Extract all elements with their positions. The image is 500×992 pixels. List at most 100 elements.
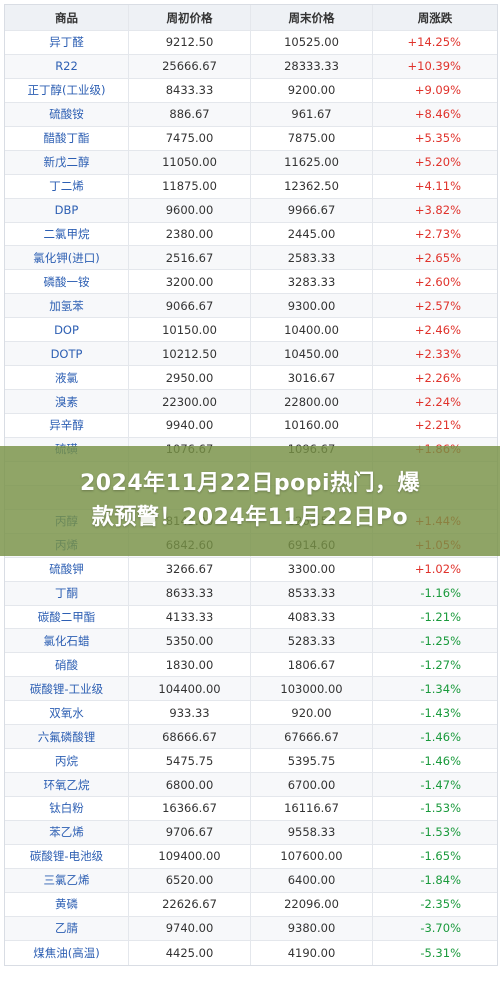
table-row: 硫酸钾 3266.67 3300.00 +1.02%: [5, 557, 497, 582]
week-end-price: 9966.67: [251, 198, 373, 222]
product-name: 氯化钾(进口): [5, 246, 129, 270]
week-end-price: 6400.00: [251, 868, 373, 892]
week-start-price: 9212.50: [129, 31, 251, 54]
headline-line-2: 款预警！2024年11月22日Po: [91, 505, 409, 530]
week-end-price: 7875.00: [251, 126, 373, 150]
table-row: 丙烷 5475.75 5395.75 -1.46%: [5, 749, 497, 774]
week-start-price: 109400.00: [129, 844, 251, 868]
week-end-price: 10525.00: [251, 31, 373, 54]
weekly-change: -1.27%: [420, 657, 461, 672]
table-row: 乙腈 9740.00 9380.00 -3.70%: [5, 916, 497, 941]
table-row: 碳酸二甲酯 4133.33 4083.33 -1.21%: [5, 605, 497, 630]
weekly-change: -1.47%: [420, 777, 461, 792]
week-start-price: 11050.00: [129, 150, 251, 174]
weekly-change: +3.82%: [414, 203, 461, 218]
weekly-change: -1.53%: [420, 825, 461, 840]
week-end-price: 16116.67: [251, 797, 373, 820]
header-weekly-change: 周涨跌: [417, 10, 453, 25]
table-row: 硝酸 1830.00 1806.67 -1.27%: [5, 653, 497, 678]
week-start-price: 4133.33: [129, 605, 251, 629]
weekly-change: +10.39%: [407, 59, 462, 74]
week-end-price: 1806.67: [251, 653, 373, 677]
product-name: 硫酸钾: [5, 557, 129, 581]
table-row: 新戊二醇 11050.00 11625.00 +5.20%: [5, 150, 497, 175]
weekly-change: -1.46%: [420, 753, 461, 768]
table-row: 氯化钾(进口) 2516.67 2583.33 +2.65%: [5, 246, 497, 271]
week-end-price: 9200.00: [251, 78, 373, 102]
week-end-price: 3016.67: [251, 366, 373, 390]
table-row: 三氯乙烯 6520.00 6400.00 -1.84%: [5, 868, 497, 893]
product-name: 苯乙烯: [5, 820, 129, 844]
week-start-price: 1830.00: [129, 653, 251, 677]
week-end-price: 4190.00: [251, 940, 373, 965]
product-name: 丙烷: [5, 749, 129, 773]
table-row: 正丁醇(工业级) 8433.33 9200.00 +9.09%: [5, 78, 497, 103]
table-row: 液氯 2950.00 3016.67 +2.26%: [5, 366, 497, 391]
weekly-change: +9.09%: [414, 83, 461, 98]
table-row: 碳酸锂-工业级 104400.00 103000.00 -1.34%: [5, 677, 497, 702]
table-row: DOP 10150.00 10400.00 +2.46%: [5, 318, 497, 343]
weekly-change: +2.73%: [414, 226, 461, 241]
table-row: 二氯甲烷 2380.00 2445.00 +2.73%: [5, 222, 497, 247]
week-start-price: 8633.33: [129, 581, 251, 605]
product-name: 碳酸二甲酯: [5, 605, 129, 629]
table-row: 磷酸一铵 3200.00 3283.33 +2.60%: [5, 270, 497, 295]
week-end-price: 3300.00: [251, 557, 373, 581]
weekly-change: +2.60%: [414, 274, 461, 289]
weekly-change: +2.33%: [414, 346, 461, 361]
week-start-price: 3266.67: [129, 557, 251, 581]
product-name: 双氧水: [5, 701, 129, 725]
table-row: 氯化石蜡 5350.00 5283.33 -1.25%: [5, 629, 497, 654]
weekly-change: +4.11%: [414, 179, 461, 194]
product-name: 新戊二醇: [5, 150, 129, 174]
weekly-change: -1.46%: [420, 729, 461, 744]
week-start-price: 9940.00: [129, 414, 251, 437]
product-name: 环氧乙烷: [5, 773, 129, 796]
table-row: 醋酸丁酯 7475.00 7875.00 +5.35%: [5, 126, 497, 151]
product-name: 氯化石蜡: [5, 629, 129, 653]
week-start-price: 9066.67: [129, 294, 251, 318]
product-name: 溴素: [5, 390, 129, 413]
product-name: 黄磷: [5, 892, 129, 916]
week-end-price: 22096.00: [251, 892, 373, 916]
table-row: 丁酮 8633.33 8533.33 -1.16%: [5, 581, 497, 606]
weekly-change: +5.20%: [414, 155, 461, 170]
product-name: 碳酸锂-工业级: [5, 677, 129, 701]
week-end-price: 10450.00: [251, 342, 373, 366]
product-name: DOP: [5, 318, 129, 342]
week-start-price: 10212.50: [129, 342, 251, 366]
week-start-price: 104400.00: [129, 677, 251, 701]
weekly-change: -1.16%: [420, 586, 461, 601]
week-start-price: 5475.75: [129, 749, 251, 773]
weekly-change: +2.24%: [414, 394, 461, 409]
week-start-price: 11875.00: [129, 174, 251, 198]
week-end-price: 10400.00: [251, 318, 373, 342]
table-row: 溴素 22300.00 22800.00 +2.24%: [5, 390, 497, 414]
table-row: 加氢苯 9066.67 9300.00 +2.57%: [5, 294, 497, 319]
weekly-change: -5.31%: [420, 945, 461, 960]
weekly-change: -2.35%: [420, 897, 461, 912]
headline-banner[interactable]: 2024年11月22日popi热门，爆 款预警！2024年11月22日Po: [0, 446, 500, 556]
product-name: 正丁醇(工业级): [5, 78, 129, 102]
week-start-price: 886.67: [129, 102, 251, 126]
week-start-price: 2380.00: [129, 222, 251, 246]
weekly-change: -1.53%: [420, 801, 461, 816]
week-end-price: 12362.50: [251, 174, 373, 198]
table-row: DOTP 10212.50 10450.00 +2.33%: [5, 342, 497, 367]
week-start-price: 7475.00: [129, 126, 251, 150]
table-row: 苯乙烯 9706.67 9558.33 -1.53%: [5, 820, 497, 845]
week-end-price: 5283.33: [251, 629, 373, 653]
weekly-change: -1.84%: [420, 873, 461, 888]
week-start-price: 6800.00: [129, 773, 251, 796]
header-product: 商品: [5, 5, 129, 30]
week-start-price: 6520.00: [129, 868, 251, 892]
weekly-change: +1.02%: [414, 562, 461, 577]
table-row: 异辛醇 9940.00 10160.00 +2.21%: [5, 414, 497, 438]
week-start-price: 4425.00: [129, 940, 251, 965]
product-name: 二氯甲烷: [5, 222, 129, 246]
weekly-change: +2.26%: [414, 370, 461, 385]
week-end-price: 22800.00: [251, 390, 373, 413]
table-row: 丁二烯 11875.00 12362.50 +4.11%: [5, 174, 497, 199]
header-week-start-price: 周初价格: [129, 5, 251, 30]
table-row: 钛白粉 16366.67 16116.67 -1.53%: [5, 797, 497, 821]
